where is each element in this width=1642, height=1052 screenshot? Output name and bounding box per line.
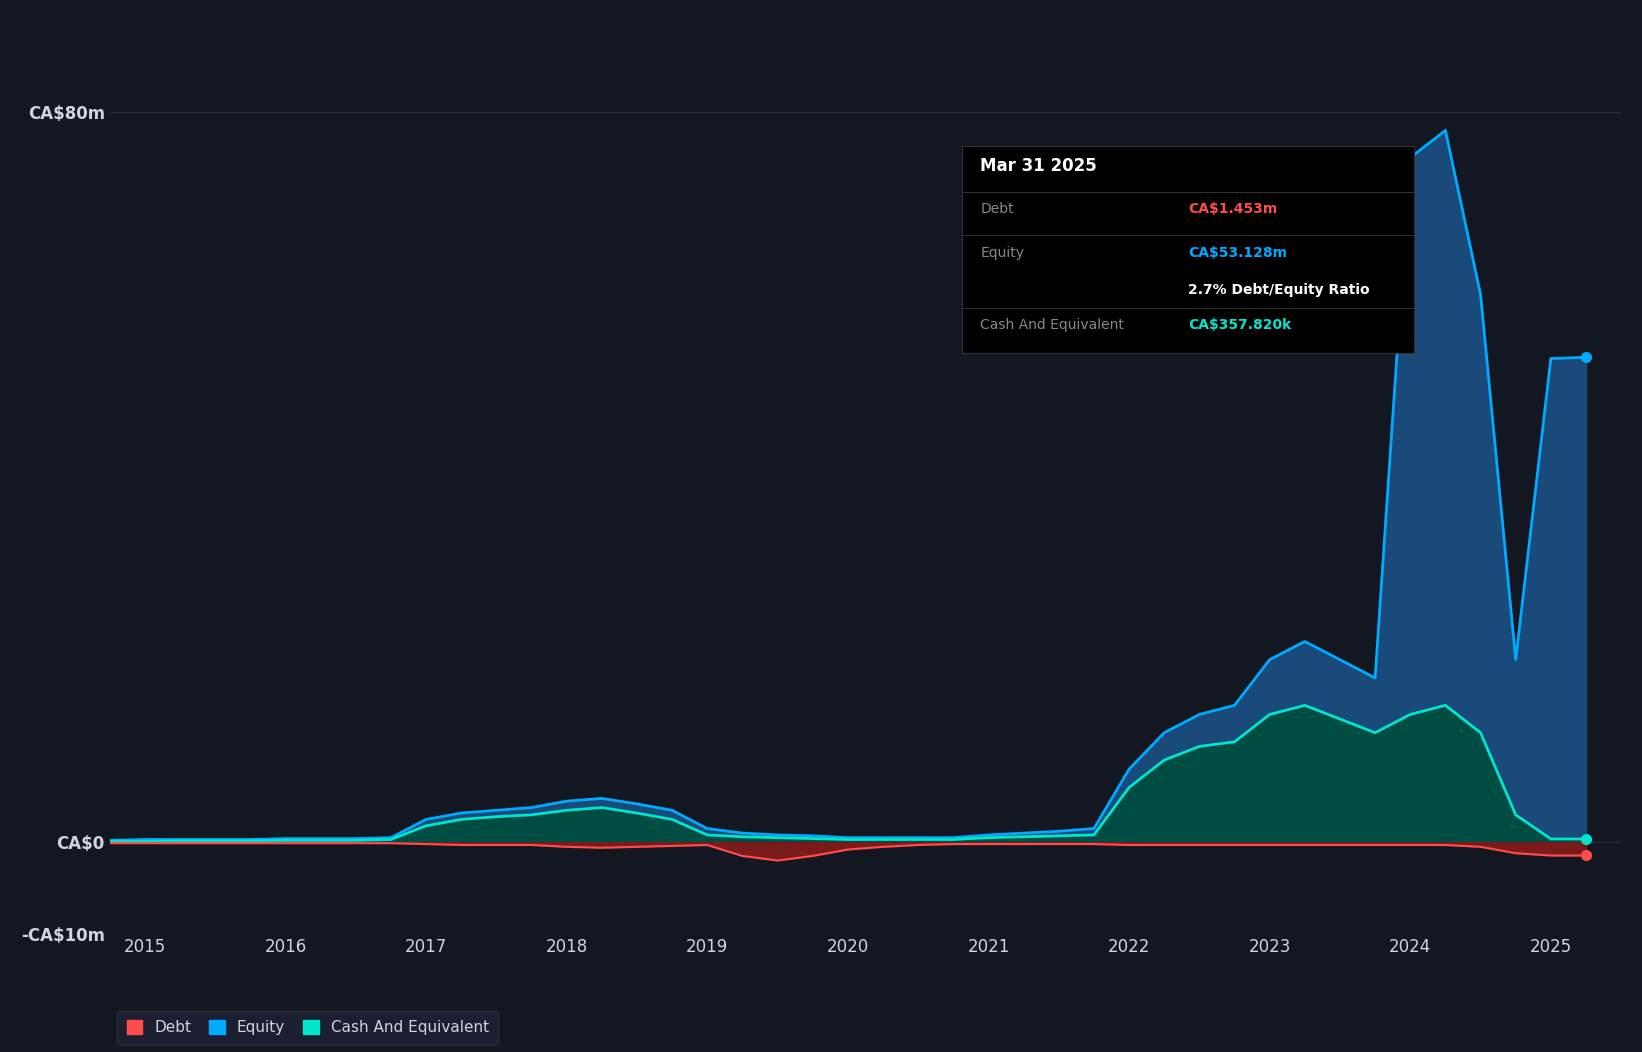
Text: Mar 31 2025: Mar 31 2025 — [980, 157, 1097, 175]
Text: CA$357.820k: CA$357.820k — [1189, 318, 1292, 332]
Text: Equity: Equity — [980, 245, 1025, 260]
Legend: Debt, Equity, Cash And Equivalent: Debt, Equity, Cash And Equivalent — [117, 1011, 498, 1045]
Text: Cash And Equivalent: Cash And Equivalent — [980, 318, 1125, 332]
Text: CA$53.128m: CA$53.128m — [1189, 245, 1287, 260]
Text: CA$1.453m: CA$1.453m — [1189, 202, 1277, 217]
Text: Debt: Debt — [980, 202, 1015, 217]
Text: 2.7% Debt/Equity Ratio: 2.7% Debt/Equity Ratio — [1189, 283, 1369, 297]
